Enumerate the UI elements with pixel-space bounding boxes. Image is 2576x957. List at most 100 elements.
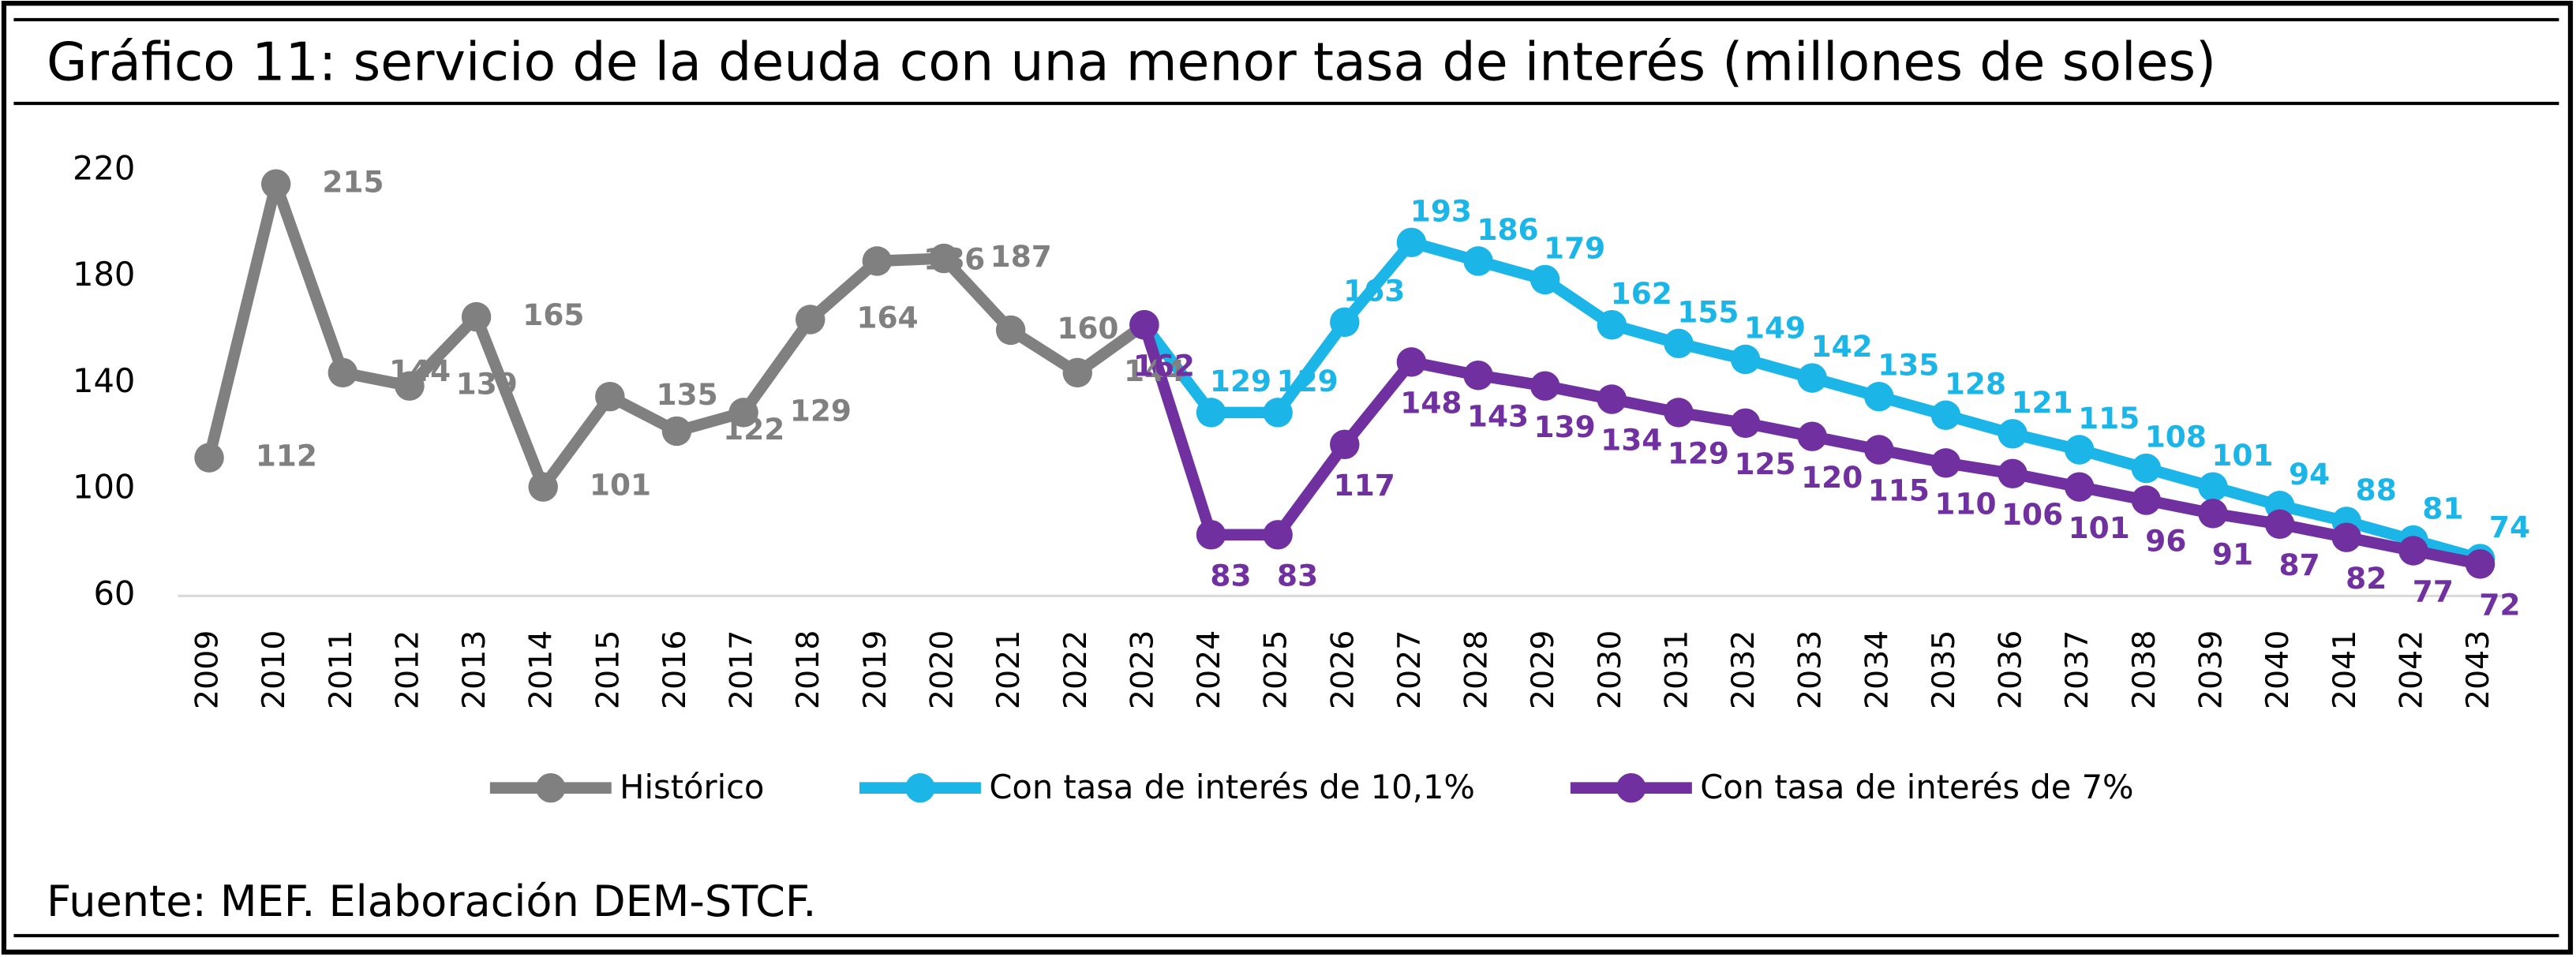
data-label: 91 <box>2212 536 2253 571</box>
point <box>1797 363 1827 393</box>
data-label: 120 <box>1801 460 1863 495</box>
point <box>1597 310 1627 340</box>
point <box>929 243 959 274</box>
data-label: 121 <box>2011 385 2072 420</box>
data-label: 72 <box>2479 587 2520 622</box>
data-label: 96 <box>2145 524 2186 559</box>
x-tick-label: 2020 <box>923 630 960 710</box>
data-label: 164 <box>856 300 918 335</box>
data-label: 193 <box>1410 193 1472 228</box>
x-tick-label: 2037 <box>2059 630 2095 710</box>
point <box>2131 453 2162 484</box>
x-tick-label: 2015 <box>590 630 626 710</box>
data-label: 187 <box>990 239 1052 274</box>
point <box>1530 264 1560 295</box>
point <box>995 315 1026 346</box>
point <box>260 169 291 199</box>
data-label: 186 <box>1477 212 1538 247</box>
data-label: 117 <box>1334 468 1395 503</box>
point <box>1998 458 2027 489</box>
data-label: 112 <box>256 439 317 473</box>
data-label: 101 <box>2211 438 2273 473</box>
data-label: 108 <box>2145 420 2207 454</box>
x-tick-label: 2038 <box>2126 630 2162 710</box>
point <box>595 381 625 412</box>
data-label: 82 <box>2346 561 2387 596</box>
data-label: 134 <box>1601 423 1662 458</box>
x-tick-label: 2017 <box>724 630 760 710</box>
point <box>1330 429 1360 460</box>
data-label: 149 <box>1744 311 1806 346</box>
legend-marker <box>1616 772 1646 803</box>
point <box>1263 520 1293 550</box>
x-tick-label: 2028 <box>1458 630 1495 710</box>
x-tick-label: 2030 <box>1592 630 1628 710</box>
x-tick-label: 2011 <box>323 630 359 710</box>
point <box>1930 400 1961 430</box>
data-label: 139 <box>1534 409 1596 444</box>
point <box>1530 371 1560 401</box>
x-tick-label: 2024 <box>1191 630 1227 710</box>
data-label: 186 <box>923 241 985 276</box>
point <box>1797 421 1827 451</box>
x-tick-label: 2041 <box>2327 630 2363 710</box>
point <box>728 398 758 428</box>
x-tick-label: 2033 <box>1792 630 1829 710</box>
point <box>2065 472 2095 502</box>
y-tick-label: 100 <box>73 468 135 507</box>
x-tick-label: 2040 <box>2260 630 2296 710</box>
data-label: 106 <box>2001 497 2063 532</box>
x-tick-label: 2009 <box>189 630 226 710</box>
point <box>1730 344 1761 375</box>
legend-marker <box>905 772 935 803</box>
x-tick-label: 2012 <box>389 630 425 710</box>
point <box>1930 448 1961 478</box>
point <box>1062 357 1092 388</box>
data-label: 129 <box>1277 364 1339 398</box>
point <box>1330 307 1360 338</box>
x-tick-label: 2022 <box>1058 630 1094 710</box>
data-label: 115 <box>1868 473 1930 508</box>
point <box>1396 227 1427 258</box>
data-label: 139 <box>456 367 518 402</box>
x-tick-label: 2027 <box>1391 630 1428 710</box>
y-tick-label: 140 <box>73 361 135 400</box>
legend-label: Con tasa de interés de 7% <box>1700 768 2133 806</box>
point <box>1664 398 1694 428</box>
point <box>661 416 692 447</box>
point <box>795 305 826 335</box>
x-tick-label: 2010 <box>256 630 292 710</box>
data-label: 101 <box>590 468 651 503</box>
data-label: 81 <box>2422 492 2463 526</box>
point <box>1463 360 1493 391</box>
data-label: 115 <box>2078 401 2140 436</box>
point <box>2198 472 2228 502</box>
data-label: 155 <box>1677 294 1739 329</box>
x-tick-label: 2042 <box>2393 630 2429 710</box>
data-label: 179 <box>1544 231 1605 266</box>
point <box>1263 398 1293 428</box>
data-label: 87 <box>2279 548 2320 582</box>
data-label: 129 <box>1210 364 1271 398</box>
point <box>461 301 492 332</box>
data-label: 94 <box>2289 457 2330 492</box>
legend-label: Histórico <box>620 768 764 806</box>
data-label: 215 <box>322 165 384 200</box>
point <box>2398 536 2428 566</box>
x-tick-label: 2025 <box>1258 630 1294 710</box>
point <box>1196 398 1226 428</box>
point <box>1597 384 1627 414</box>
data-label: 77 <box>2413 574 2454 609</box>
point <box>194 443 224 473</box>
x-tick-label: 2036 <box>1993 630 2029 710</box>
data-label: 144 <box>1124 353 1185 388</box>
data-label: 101 <box>2069 510 2130 545</box>
data-label: 162 <box>1611 276 1672 311</box>
point <box>1196 520 1226 550</box>
x-tick-label: 2021 <box>990 630 1027 710</box>
point <box>2198 499 2228 529</box>
point <box>328 357 358 388</box>
data-label: 163 <box>1343 273 1405 308</box>
point <box>1864 435 1894 465</box>
